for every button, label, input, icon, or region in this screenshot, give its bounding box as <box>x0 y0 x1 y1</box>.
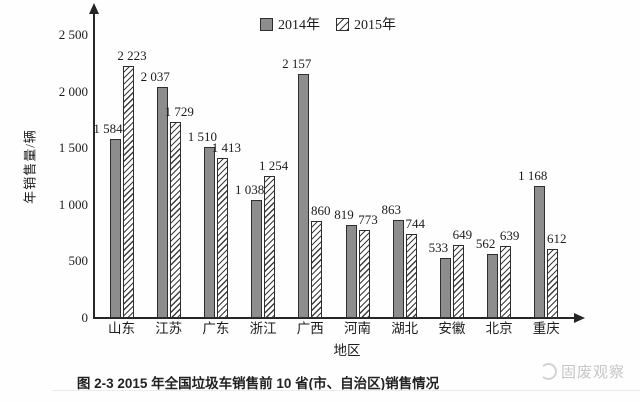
bar-value-label: 1 510 <box>187 129 218 145</box>
x-category-label: 广西 <box>296 321 324 336</box>
x-axis-title: 地区 <box>333 343 361 358</box>
bar-value-label: 1 729 <box>164 104 194 120</box>
y-tick-label: 1 500 <box>58 140 88 156</box>
bar-2014年-广西 <box>298 73 310 318</box>
bar-2015年-河南 <box>358 230 370 318</box>
legend-swatch-2014-solid <box>260 17 273 31</box>
bar-value-label: 562 <box>475 236 496 252</box>
bar-value-label: 2 223 <box>117 48 147 64</box>
watermark: 固废观察 <box>540 361 625 382</box>
bar-value-label: 744 <box>405 215 425 231</box>
y-axis-title: 年销售量/辆 <box>22 129 38 204</box>
legend-item-2014: 2014年 <box>260 14 320 34</box>
bar-value-label: 1 584 <box>93 120 123 136</box>
x-category-label: 重庆 <box>532 321 560 336</box>
bar-value-label: 639 <box>499 227 520 243</box>
bar-2014年-重庆 <box>534 185 546 318</box>
bar-2014年-广东 <box>203 147 215 318</box>
bar-2014年-湖北 <box>392 220 404 318</box>
bar-value-label: 649 <box>452 226 473 242</box>
bar-2015年-山东 <box>122 66 134 318</box>
y-tick-label: 1 000 <box>58 196 88 212</box>
bar-2014年-江苏 <box>156 87 168 318</box>
bar-2015年-湖北 <box>405 233 417 318</box>
bar-2014年-浙江 <box>251 200 263 318</box>
bottom-divider <box>52 390 640 391</box>
bar-value-label: 1 413 <box>211 140 242 156</box>
x-category-label: 河南 <box>344 321 371 336</box>
bar-value-label: 533 <box>428 239 449 255</box>
y-tick-label: 500 <box>68 253 89 269</box>
bar-2015年-浙江 <box>264 176 276 318</box>
bar-2015年-江苏 <box>169 122 181 318</box>
x-category-label: 广东 <box>202 321 230 336</box>
x-category-label: 山东 <box>108 321 135 336</box>
bar-2014年-山东 <box>109 138 121 318</box>
bar-2014年-安徽 <box>439 257 451 318</box>
bar-value-label: 2 157 <box>282 55 312 71</box>
bar-2015年-广西 <box>311 220 323 318</box>
x-category-label: 江苏 <box>155 321 183 336</box>
bar-2015年-安徽 <box>452 244 464 318</box>
legend: 2014年 2015年 <box>260 14 396 34</box>
bar-value-label: 819 <box>334 207 354 223</box>
y-tick-label: 0 <box>81 310 89 325</box>
y-axis-arrow-icon <box>89 3 99 14</box>
legend-label-2014: 2014年 <box>278 18 320 33</box>
bar-value-label: 612 <box>547 230 567 246</box>
bar-value-label: 1 168 <box>518 167 548 183</box>
bar-value-label: 1 038 <box>234 182 265 198</box>
x-category-label: 湖北 <box>391 321 419 336</box>
y-tick-label: 2 000 <box>58 83 88 99</box>
legend-item-2015: 2015年 <box>336 14 396 34</box>
watermark-swirl-logo-icon <box>540 363 557 380</box>
bar-value-label: 863 <box>381 202 401 218</box>
bar-value-label: 1 254 <box>258 158 289 174</box>
bar-value-label: 773 <box>358 212 378 228</box>
bar-2014年-河南 <box>345 225 357 318</box>
bar-value-label: 2 037 <box>140 69 170 85</box>
x-axis-arrow-icon <box>574 313 585 323</box>
bar-2015年-北京 <box>500 245 512 318</box>
bar-value-label: 860 <box>311 202 331 218</box>
x-category-label: 安徽 <box>438 321 466 336</box>
y-axis-line <box>93 12 95 318</box>
legend-swatch-2015-hatched <box>336 17 349 31</box>
bar-2015年-广东 <box>216 158 228 318</box>
x-category-label: 北京 <box>485 321 513 336</box>
x-category-label: 浙江 <box>249 321 277 336</box>
watermark-text: 固废观察 <box>561 364 626 381</box>
legend-label-2015: 2015年 <box>354 18 396 33</box>
x-axis-line <box>93 317 575 319</box>
bar-2014年-北京 <box>487 254 499 318</box>
y-tick-label: 2 500 <box>58 27 88 42</box>
figure-caption: 图 2-3 2015 年全国垃圾车销售前 10 省(市、自治区)销售情况 <box>76 376 440 391</box>
bar-2015年-重庆 <box>547 248 559 318</box>
